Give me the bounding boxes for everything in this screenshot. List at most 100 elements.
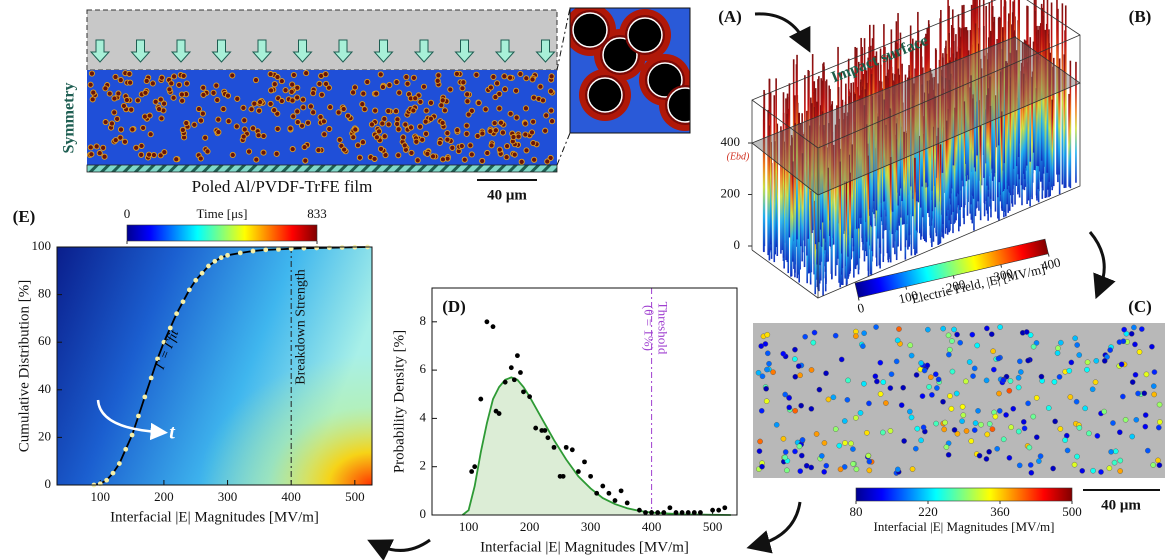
particle	[1128, 331, 1135, 337]
particle	[792, 373, 799, 380]
particle	[147, 131, 154, 138]
particle	[410, 107, 417, 114]
particle	[792, 356, 798, 362]
particle	[475, 99, 482, 106]
particle	[444, 136, 451, 143]
particle	[419, 136, 426, 143]
field-spike	[1023, 39, 1026, 180]
particle	[821, 469, 827, 475]
particle	[166, 86, 173, 93]
particle	[1025, 357, 1031, 364]
particle	[294, 108, 301, 115]
particle	[171, 73, 178, 80]
field-spike	[1068, 93, 1070, 187]
particle	[197, 117, 205, 124]
particle	[971, 427, 978, 433]
data-point	[136, 413, 141, 419]
particle	[972, 420, 979, 426]
particle	[792, 346, 798, 353]
field-surface	[762, 0, 1077, 296]
particle	[887, 428, 894, 434]
particle	[183, 80, 190, 87]
field-spike	[832, 144, 835, 245]
particle	[821, 440, 828, 446]
particle	[963, 428, 970, 434]
particle	[909, 466, 916, 472]
colorbar-title: Interfacial |E| Magnitudes [MV/m]	[873, 519, 1054, 534]
particle	[841, 464, 848, 470]
x-tick-label: 400	[642, 519, 662, 534]
x-axis-label: Interfacial |E| Magnitudes [MV/m]	[480, 539, 689, 555]
particle	[473, 71, 480, 78]
field-spike	[949, 85, 951, 199]
particle	[816, 386, 823, 393]
data-point	[518, 370, 523, 375]
particle	[253, 156, 260, 163]
particle	[317, 113, 324, 121]
data-point	[527, 394, 532, 400]
particle	[436, 139, 443, 146]
particle	[811, 329, 818, 336]
particle	[245, 148, 253, 155]
particle	[215, 129, 222, 136]
particle	[872, 373, 879, 380]
particle	[1026, 444, 1033, 451]
field-spike	[863, 105, 866, 262]
particle	[195, 105, 202, 113]
field-spike	[937, 127, 939, 245]
colorbar: 0 833 Time [μs]	[124, 206, 327, 244]
field-spike	[923, 92, 926, 241]
field-spike	[941, 76, 944, 173]
data-point	[643, 510, 648, 515]
particle	[866, 467, 873, 474]
particle	[918, 360, 924, 366]
particle	[438, 102, 445, 109]
particle	[1036, 458, 1042, 464]
particle	[1143, 371, 1150, 378]
particle	[1084, 359, 1091, 366]
particle	[487, 84, 494, 91]
field-spike	[1015, 50, 1018, 167]
particle	[392, 108, 400, 115]
field-spike	[1029, 37, 1032, 162]
particle	[299, 122, 306, 129]
particle	[394, 120, 401, 127]
y-axis-label: Probability Density [%]	[391, 330, 407, 473]
particle	[1015, 428, 1022, 435]
particle	[127, 79, 134, 86]
particle	[439, 156, 447, 163]
impact-arrow	[494, 39, 516, 63]
particle	[957, 339, 963, 346]
field-spike	[801, 153, 804, 253]
field-spike	[823, 124, 825, 239]
field-spike	[834, 124, 837, 276]
particle	[932, 371, 939, 378]
field-spike	[991, 14, 994, 169]
particle	[146, 112, 153, 119]
particle	[978, 421, 984, 428]
field-spike	[993, 21, 995, 177]
particle	[278, 97, 285, 105]
field-spike	[762, 107, 765, 252]
particle	[1142, 423, 1149, 430]
particle	[176, 81, 183, 88]
particle	[268, 87, 275, 94]
particle	[400, 134, 407, 141]
impactor	[86, 9, 558, 71]
data-point	[661, 510, 667, 515]
y-tick-label: 80	[38, 286, 51, 301]
particle	[111, 109, 118, 116]
particle	[220, 106, 227, 113]
particle	[1003, 412, 1009, 418]
particle	[926, 384, 932, 390]
particle	[427, 115, 434, 122]
particle	[417, 123, 424, 130]
particle	[356, 154, 363, 161]
particle	[90, 89, 97, 96]
particle	[986, 421, 993, 427]
particle	[492, 127, 499, 134]
field-spike	[773, 95, 776, 263]
particle	[780, 350, 787, 357]
data-point	[612, 498, 618, 503]
field-spike	[1021, 42, 1024, 190]
